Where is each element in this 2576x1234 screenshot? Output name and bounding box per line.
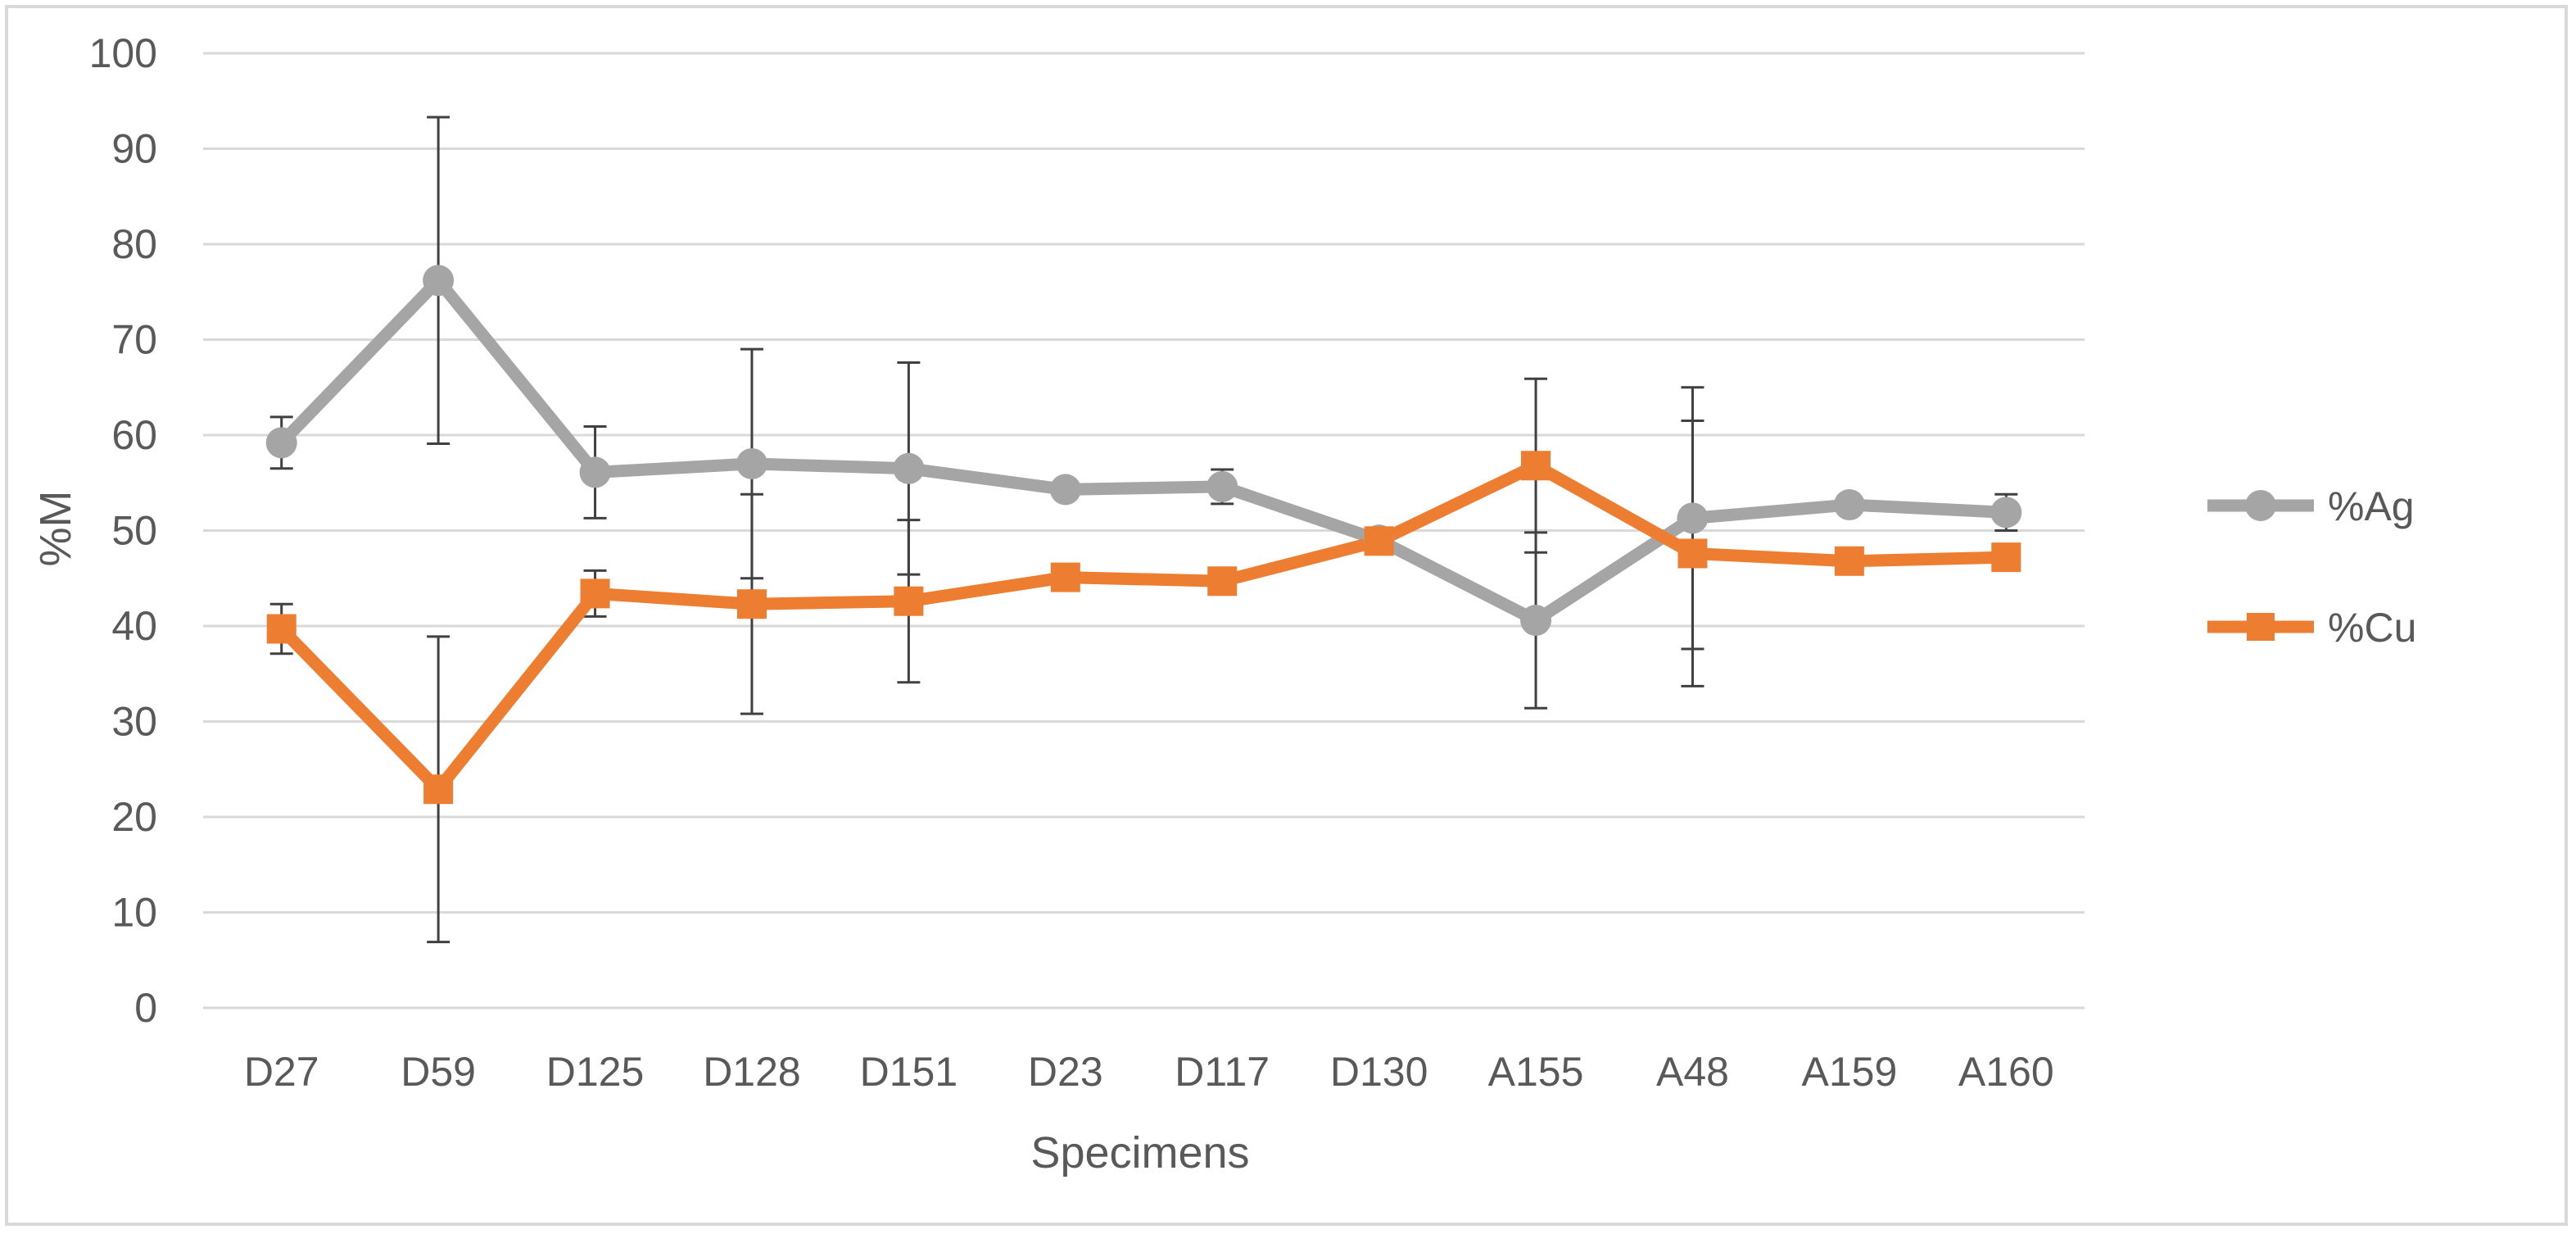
- legend: %Ag %Cu: [2207, 483, 2416, 651]
- legend-item-ag: %Ag: [2207, 483, 2415, 529]
- data-point-ag: [1049, 474, 1081, 506]
- x-tick-label: D27: [244, 1049, 319, 1095]
- legend-marker-ag: [2245, 490, 2276, 521]
- data-point-ag: [1833, 489, 1865, 521]
- data-point-ag: [893, 452, 925, 484]
- legend-label-ag: %Ag: [2328, 483, 2415, 529]
- series-line-cu: [275, 459, 2012, 796]
- y-tick-label: 60: [111, 412, 157, 458]
- x-tick-label: A48: [1656, 1049, 1729, 1095]
- y-tick-label: 20: [111, 794, 157, 840]
- data-point-cu: [266, 614, 297, 644]
- data-point-ag: [1990, 497, 2022, 529]
- data-point-cu: [1364, 526, 1394, 556]
- data-point-cu: [1834, 546, 1864, 576]
- data-point-cu: [1991, 542, 2021, 573]
- x-tick-label: D125: [546, 1049, 645, 1095]
- x-tick-label: D23: [1028, 1049, 1103, 1095]
- legend-label-cu: %Cu: [2328, 605, 2416, 651]
- series-line-ag: [275, 274, 2012, 627]
- data-point-cu: [894, 586, 924, 616]
- y-tick-label: 40: [111, 603, 157, 649]
- x-tick-label: D128: [703, 1049, 801, 1095]
- y-tick-label: 100: [89, 30, 157, 76]
- y-tick-label: 80: [111, 221, 157, 267]
- series-markers: [265, 265, 2022, 805]
- y-tick-labels: 0 10 20 30 40 50 60 70 80 90 100: [89, 30, 157, 1031]
- y-tick-label: 70: [111, 317, 157, 363]
- y-tick-label: 0: [134, 985, 157, 1031]
- data-point-cu: [1050, 562, 1080, 592]
- data-point-ag: [736, 447, 767, 479]
- gridlines: [203, 52, 2085, 1009]
- data-point-ag: [265, 427, 297, 459]
- x-tick-label: D117: [1175, 1049, 1270, 1095]
- data-point-ag: [1677, 502, 1709, 534]
- x-tick-label: D130: [1330, 1049, 1428, 1095]
- x-tick-label: D151: [860, 1049, 958, 1095]
- x-tick-label: A155: [1488, 1049, 1584, 1095]
- y-axis-title: %M: [31, 491, 80, 567]
- data-point-cu: [1521, 451, 1551, 481]
- chart-frame: [5, 5, 2568, 1226]
- y-tick-label: 10: [111, 890, 157, 936]
- y-tick-label: 90: [111, 126, 157, 172]
- y-tick-label: 50: [111, 508, 157, 554]
- x-tick-label: D59: [401, 1049, 476, 1095]
- data-point-cu: [1207, 566, 1238, 597]
- x-axis-title: Specimens: [1030, 1128, 1249, 1177]
- data-point-cu: [580, 578, 610, 609]
- data-point-cu: [423, 774, 454, 805]
- data-point-ag: [423, 265, 455, 297]
- x-tick-label: A160: [1958, 1049, 2054, 1095]
- y-tick-label: 30: [111, 699, 157, 745]
- legend-item-cu: %Cu: [2207, 605, 2416, 651]
- data-point-ag: [579, 456, 611, 488]
- data-point-ag: [1520, 605, 1552, 637]
- data-point-cu: [736, 589, 767, 619]
- legend-marker-cu: [2247, 613, 2275, 641]
- x-tick-label: A159: [1801, 1049, 1897, 1095]
- x-tick-labels: D27 D59 D125 D128 D151 D23 D117 D130 A155 A48 A159…: [244, 1049, 2054, 1095]
- data-point-ag: [1207, 470, 1238, 502]
- series-lines: [275, 274, 2012, 796]
- data-point-cu: [1677, 538, 1708, 569]
